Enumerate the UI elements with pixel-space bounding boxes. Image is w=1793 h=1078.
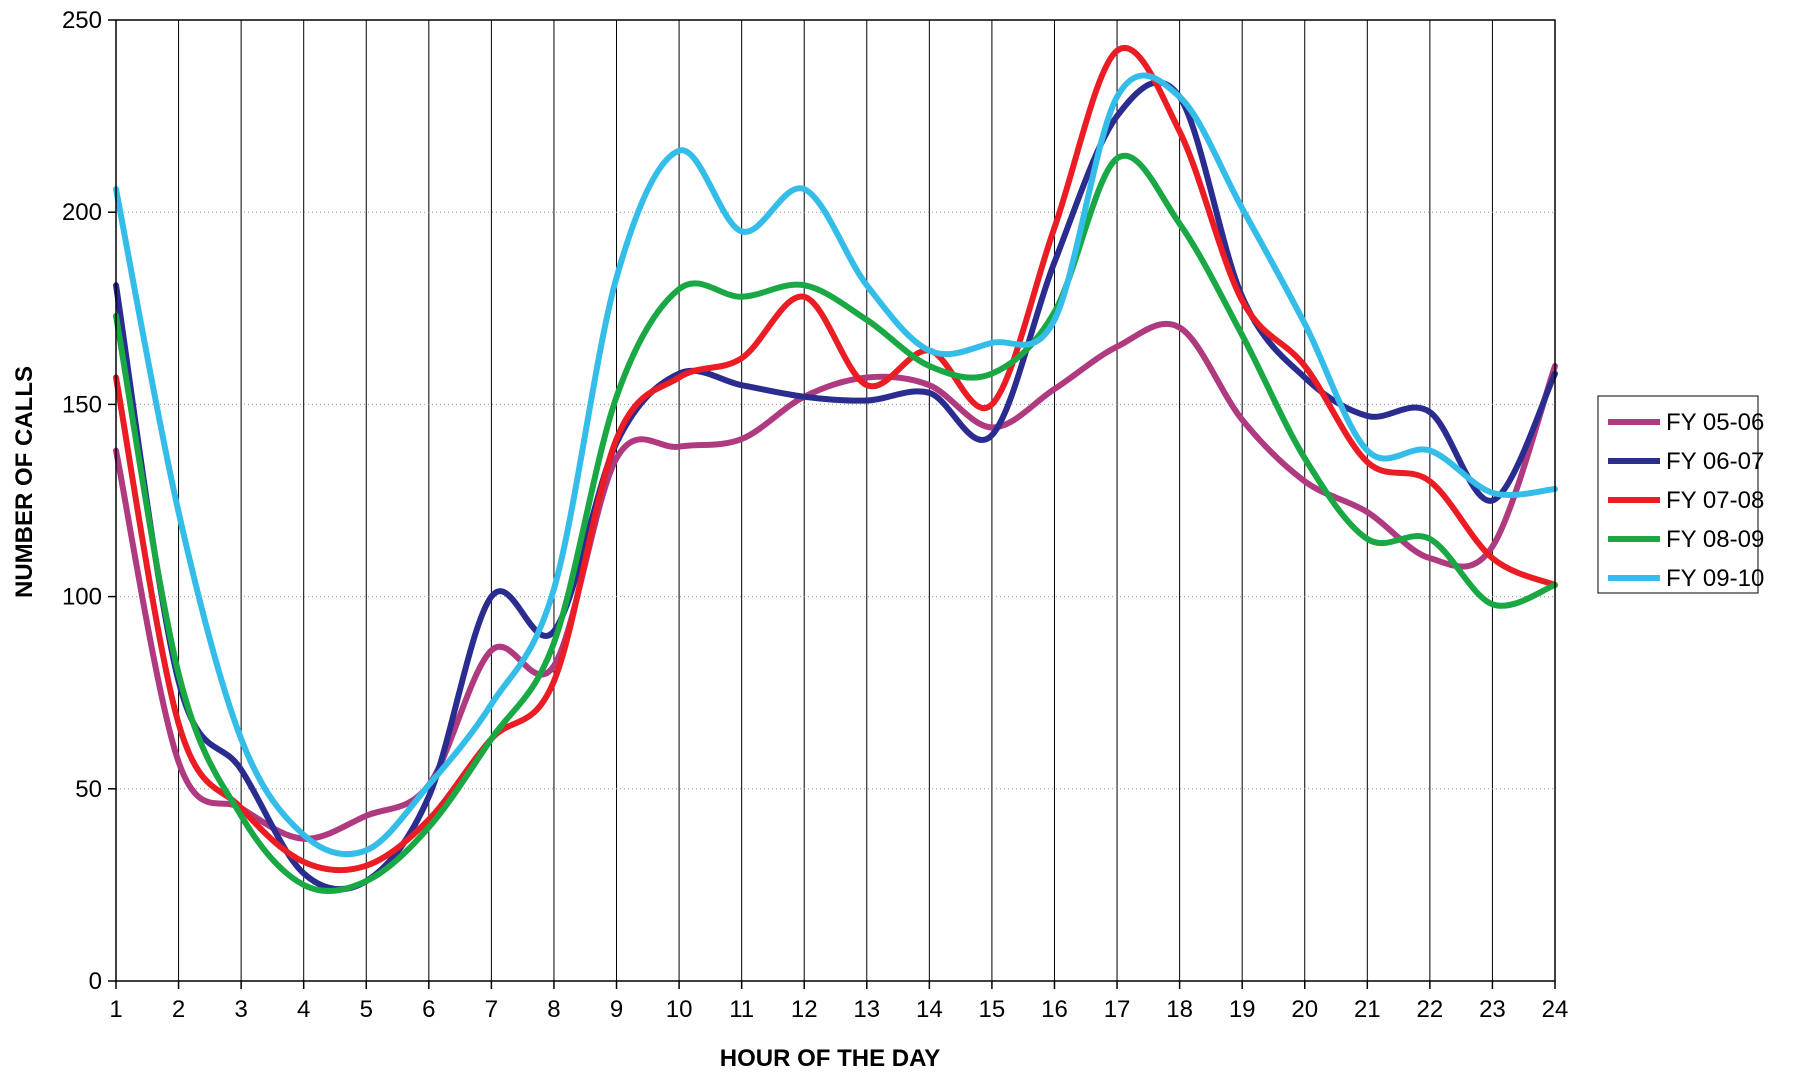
legend-label-fy-05-06: FY 05-06 xyxy=(1666,409,1764,436)
x-axis-ticks: 1 2 3 4 5 6 7 8 9 10 11 12 13 14 15 16 17 18 19 20 21 22 23 24 xyxy=(109,981,1568,1023)
x-tick-label: 20 xyxy=(1291,996,1318,1023)
x-tick-label: 6 xyxy=(422,996,435,1023)
x-tick-label: 2 xyxy=(172,996,185,1023)
legend: FY 05-06 FY 06-07 FY 07-08 FY 08-09 FY 09-10 xyxy=(1597,395,1764,594)
x-tick-label: 18 xyxy=(1166,996,1193,1023)
y-tick-label: 0 xyxy=(89,968,102,995)
x-tick-label: 12 xyxy=(791,996,818,1023)
x-tick-label: 17 xyxy=(1104,996,1131,1023)
x-tick-label: 14 xyxy=(916,996,943,1023)
x-tick-label: 7 xyxy=(485,996,498,1023)
legend-box xyxy=(1597,395,1759,594)
x-tick-label: 11 xyxy=(729,996,754,1023)
series-line-fy-08-09 xyxy=(113,152,1558,894)
x-tick-label: 9 xyxy=(610,996,623,1023)
x-tick-label: 24 xyxy=(1542,996,1569,1023)
x-tick-label: 16 xyxy=(1041,996,1068,1023)
legend-label-fy-08-09: FY 08-09 xyxy=(1666,526,1764,553)
y-tick-label: 100 xyxy=(62,584,102,611)
plot-area-frame xyxy=(115,19,1556,982)
series-lines xyxy=(113,45,1558,894)
y-tick-label: 150 xyxy=(62,391,102,418)
series-line-fy-07-08 xyxy=(113,45,1558,874)
x-tick-label: 15 xyxy=(979,996,1006,1023)
x-tick-label: 3 xyxy=(234,996,247,1023)
y-axis-ticks: 0 50 100 150 200 250 xyxy=(62,7,116,995)
x-tick-label: 22 xyxy=(1417,996,1444,1023)
x-tick-label: 10 xyxy=(666,996,693,1023)
legend-label-fy-07-08: FY 07-08 xyxy=(1666,487,1764,514)
series-line-fy-06-07 xyxy=(113,79,1558,893)
legend-label-fy-06-07: FY 06-07 xyxy=(1666,448,1764,475)
grid xyxy=(116,20,1555,981)
series-line-fy-09-10 xyxy=(113,72,1558,858)
x-axis-title: HOUR OF THE DAY xyxy=(720,1045,940,1072)
x-tick-label: 21 xyxy=(1354,996,1381,1023)
x-tick-label: 5 xyxy=(360,996,373,1023)
series-line-fy-05-06 xyxy=(113,320,1558,842)
legend-label-fy-09-10: FY 09-10 xyxy=(1666,565,1764,592)
y-axis-title: NUMBER OF CALLS xyxy=(11,366,38,598)
x-tick-label: 13 xyxy=(853,996,880,1023)
x-tick-label: 1 xyxy=(109,996,122,1023)
x-tick-label: 8 xyxy=(547,996,560,1023)
y-tick-label: 50 xyxy=(75,776,102,803)
y-tick-label: 250 xyxy=(62,7,102,34)
x-tick-label: 4 xyxy=(297,996,310,1023)
x-tick-label: 19 xyxy=(1229,996,1256,1023)
y-tick-label: 200 xyxy=(62,199,102,226)
x-tick-label: 23 xyxy=(1479,996,1506,1023)
